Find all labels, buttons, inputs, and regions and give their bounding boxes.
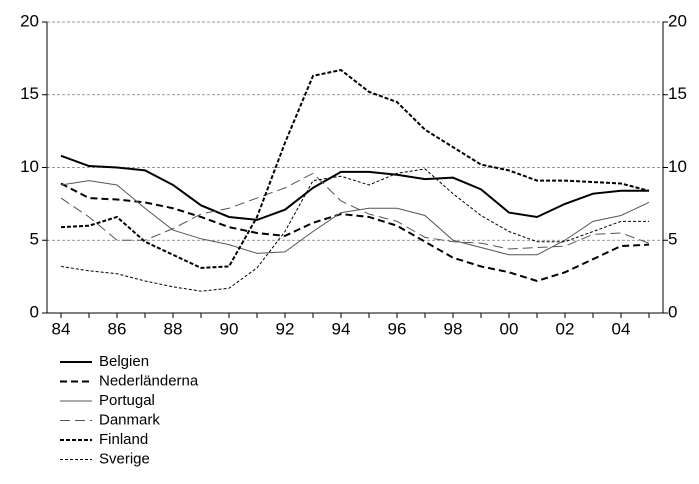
legend-label: Portugal [99, 392, 155, 409]
y-tick-label: 15 [20, 84, 39, 103]
x-tick-label: 96 [388, 319, 407, 338]
series-line [60, 168, 649, 292]
y-tick-label: 10 [20, 157, 39, 176]
legend-label: Belgien [99, 353, 149, 370]
y2-tick-label: 15 [668, 84, 687, 103]
series-line [60, 180, 650, 256]
x-tick-label: 86 [108, 319, 127, 338]
series-line [60, 172, 650, 250]
x-tick-label: 92 [276, 319, 295, 338]
x-tick-label: 02 [556, 319, 575, 338]
series-line [60, 68, 650, 269]
legend-label: Sverige [99, 450, 150, 467]
x-tick-label: 90 [220, 319, 239, 338]
legend-label: Danmark [99, 411, 160, 428]
y-tick-label: 5 [30, 230, 39, 249]
series-line [60, 182, 650, 283]
x-tick-label: 04 [612, 319, 631, 338]
series-line [60, 154, 649, 221]
x-tick-label: 94 [332, 319, 351, 338]
legend-label: Finland [99, 431, 148, 448]
x-tick-label: 84 [52, 319, 71, 338]
legend-label: Nederländerna [99, 372, 199, 389]
x-tick-label: 88 [164, 319, 183, 338]
y2-tick-label: 20 [668, 11, 687, 30]
y2-tick-label: 0 [668, 302, 677, 321]
y2-tick-label: 5 [668, 230, 677, 249]
y2-tick-label: 10 [668, 157, 687, 176]
x-tick-label: 00 [500, 319, 519, 338]
x-tick-label: 98 [444, 319, 463, 338]
y-tick-label: 0 [30, 302, 39, 321]
y-tick-label: 20 [20, 11, 39, 30]
